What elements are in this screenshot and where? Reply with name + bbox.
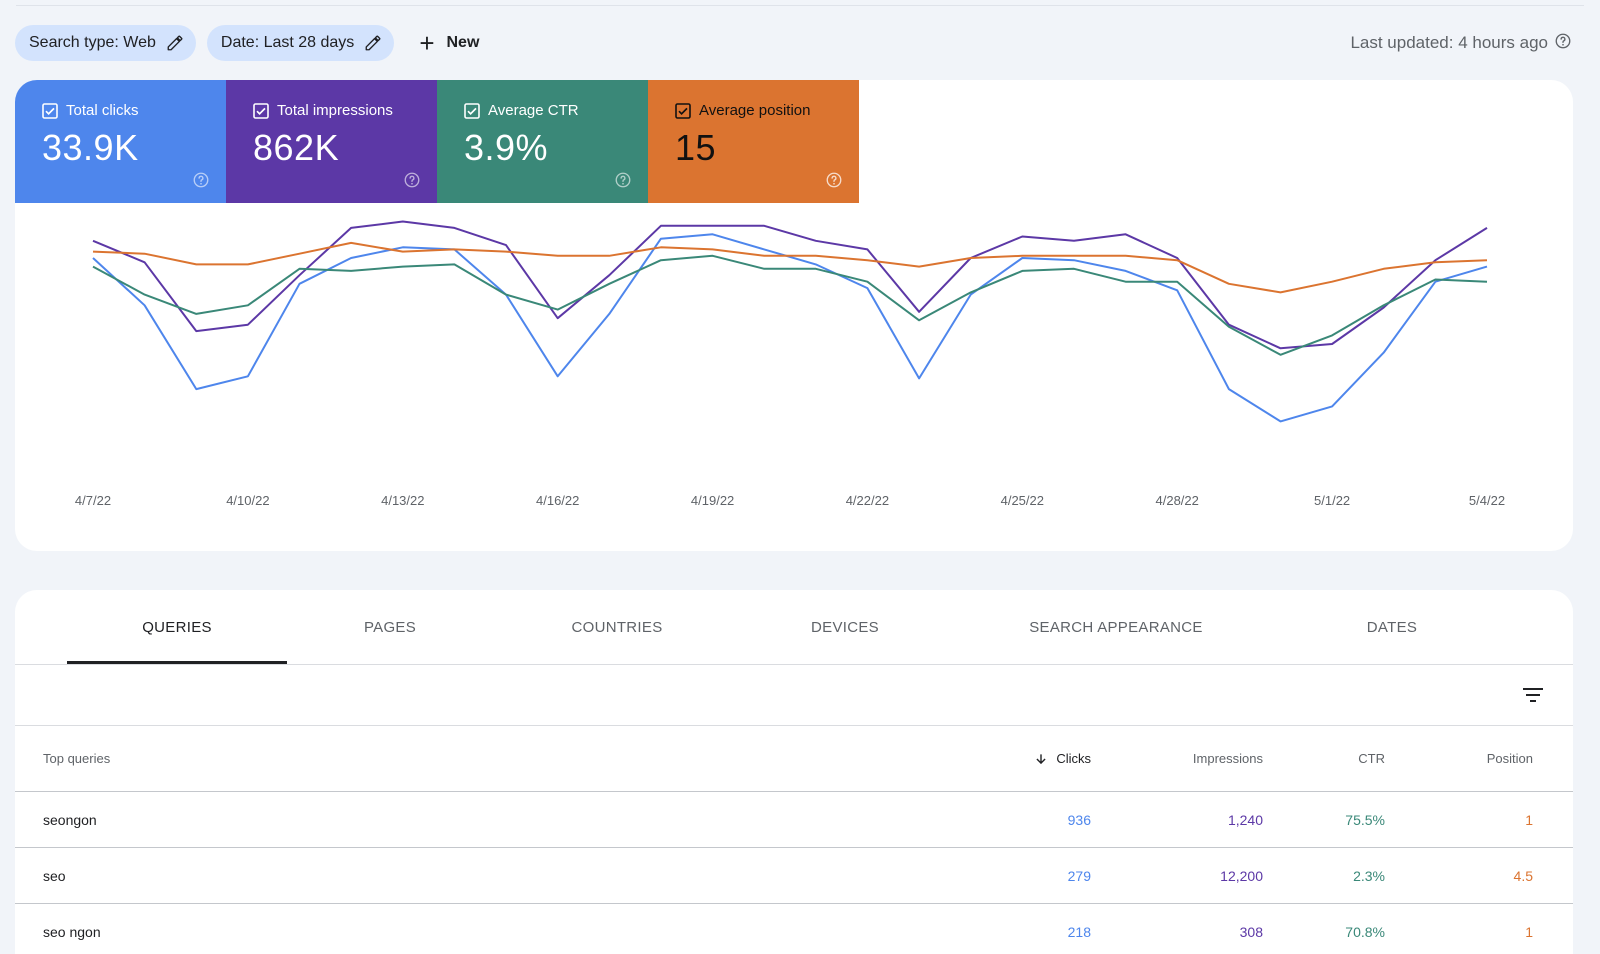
x-tick-label: 5/4/22 (1469, 493, 1505, 508)
x-tick-label: 4/16/22 (536, 493, 579, 508)
metric-label: Average CTR (488, 102, 579, 119)
series-line-impressions (92, 220, 1488, 350)
help-circle-icon[interactable] (1554, 32, 1572, 55)
header-clicks-label: Clicks (1056, 751, 1091, 766)
clicks-cell: 279 (1067, 867, 1091, 884)
metric-tiles: Total clicks 33.9K Total impressions 862… (15, 80, 859, 203)
active-tab-indicator (67, 661, 287, 664)
tab-search-appearance[interactable]: SEARCH APPEARANCE (1029, 619, 1203, 636)
filter-icon[interactable] (1521, 683, 1545, 707)
tab-countries[interactable]: COUNTRIES (571, 619, 663, 636)
performance-chart-card: 4/7/22 4/10/22 4/13/22 4/16/22 4/19/22 4/22/2… (15, 80, 1573, 551)
query-cell: seo (43, 867, 66, 884)
last-updated: Last updated: 4 hours ago (1350, 32, 1572, 55)
x-tick-label: 5/1/22 (1314, 493, 1350, 508)
ctr-cell: 2.3% (1353, 867, 1385, 884)
x-tick-label: 4/28/22 (1156, 493, 1199, 508)
impressions-cell: 308 (1239, 923, 1263, 940)
help-circle-icon[interactable] (192, 171, 210, 189)
tab-queries[interactable]: QUERIES (142, 619, 212, 636)
filter-toolbar: Search type: Web Date: Last 28 days + Ne… (15, 25, 1572, 61)
metric-average-ctr[interactable]: Average CTR 3.9% (437, 80, 648, 203)
series-line-ctr (92, 254, 1488, 356)
performance-line-chart: 4/7/22 4/10/22 4/13/22 4/16/22 4/19/22 4/22/2… (75, 220, 1505, 508)
plus-icon: + (419, 28, 435, 58)
metric-value: 862K (253, 127, 340, 168)
table-header: Top queries Clicks Impressions CTR Posit… (15, 726, 1573, 792)
query-cell: seongon (43, 811, 97, 828)
position-cell: 1 (1525, 811, 1533, 828)
tab-devices[interactable]: DEVICES (811, 619, 879, 636)
metric-value: 3.9% (464, 127, 549, 168)
table-filter-row (15, 665, 1573, 726)
new-filter-label: New (446, 34, 480, 51)
ctr-cell: 70.8% (1345, 923, 1385, 940)
impressions-cell: 12,200 (1220, 867, 1263, 884)
header-position[interactable]: Position (1486, 751, 1533, 766)
table-row[interactable]: seongon 936 1,240 75.5% 1 (15, 792, 1573, 848)
header-top-queries[interactable]: Top queries (43, 751, 111, 766)
pencil-icon (166, 34, 184, 52)
dimension-tabs: QUERIES PAGES COUNTRIES DEVICES SEARCH A… (15, 590, 1573, 665)
arrow-down-icon (1034, 752, 1048, 766)
date-chip-label: Date: Last 28 days (220, 34, 355, 51)
clicks-cell: 218 (1067, 923, 1091, 940)
impressions-cell: 1,240 (1227, 811, 1263, 828)
tab-pages[interactable]: PAGES (363, 619, 417, 636)
x-tick-label: 4/10/22 (226, 493, 269, 508)
header-ctr[interactable]: CTR (1358, 751, 1385, 766)
help-circle-icon[interactable] (614, 171, 632, 189)
metric-total-clicks[interactable]: Total clicks 33.9K (15, 80, 226, 203)
series-line-position (92, 241, 1488, 294)
pencil-icon (364, 34, 382, 52)
checkbox-checked-icon[interactable] (464, 102, 480, 119)
x-tick-label: 4/13/22 (381, 493, 424, 508)
metric-total-impressions[interactable]: Total impressions 862K (226, 80, 437, 203)
table-row[interactable]: seo ngon 218 308 70.8% 1 (15, 904, 1573, 954)
metric-value: 33.9K (42, 127, 139, 168)
position-cell: 1 (1525, 923, 1533, 940)
x-tick-label: 4/19/22 (691, 493, 734, 508)
query-cell: seo ngon (43, 923, 101, 940)
help-circle-icon[interactable] (403, 171, 421, 189)
date-chip[interactable]: Date: Last 28 days (206, 25, 395, 61)
checkbox-checked-icon[interactable] (253, 102, 269, 119)
table-row[interactable]: seo 279 12,200 2.3% 4.5 (15, 848, 1573, 904)
report-table-card: QUERIES PAGES COUNTRIES DEVICES SEARCH A… (15, 590, 1573, 954)
clicks-cell: 936 (1067, 811, 1091, 828)
top-divider (16, 5, 1584, 6)
search-type-chip[interactable]: Search type: Web (15, 25, 196, 61)
metric-value: 15 (675, 127, 717, 168)
last-updated-text: Last updated: 4 hours ago (1350, 33, 1548, 52)
metric-label: Average position (699, 102, 811, 119)
header-impressions[interactable]: Impressions (1192, 751, 1263, 766)
x-tick-label: 4/7/22 (75, 493, 111, 508)
search-type-chip-label: Search type: Web (29, 34, 156, 51)
help-circle-icon[interactable] (825, 171, 843, 189)
checkbox-checked-icon[interactable] (42, 102, 58, 119)
metric-average-position[interactable]: Average position 15 (648, 80, 859, 203)
ctr-cell: 75.5% (1345, 811, 1385, 828)
position-cell: 4.5 (1513, 867, 1533, 884)
checkbox-checked-icon[interactable] (675, 102, 691, 119)
header-clicks[interactable]: Clicks (1034, 726, 1091, 791)
series-line-clicks (92, 233, 1488, 423)
metric-label: Total impressions (277, 102, 393, 119)
x-tick-label: 4/25/22 (1001, 493, 1044, 508)
x-tick-label: 4/22/22 (846, 493, 889, 508)
metric-label: Total clicks (66, 102, 139, 119)
new-filter-button[interactable]: + New (411, 25, 487, 61)
tab-dates[interactable]: DATES (1366, 619, 1418, 636)
